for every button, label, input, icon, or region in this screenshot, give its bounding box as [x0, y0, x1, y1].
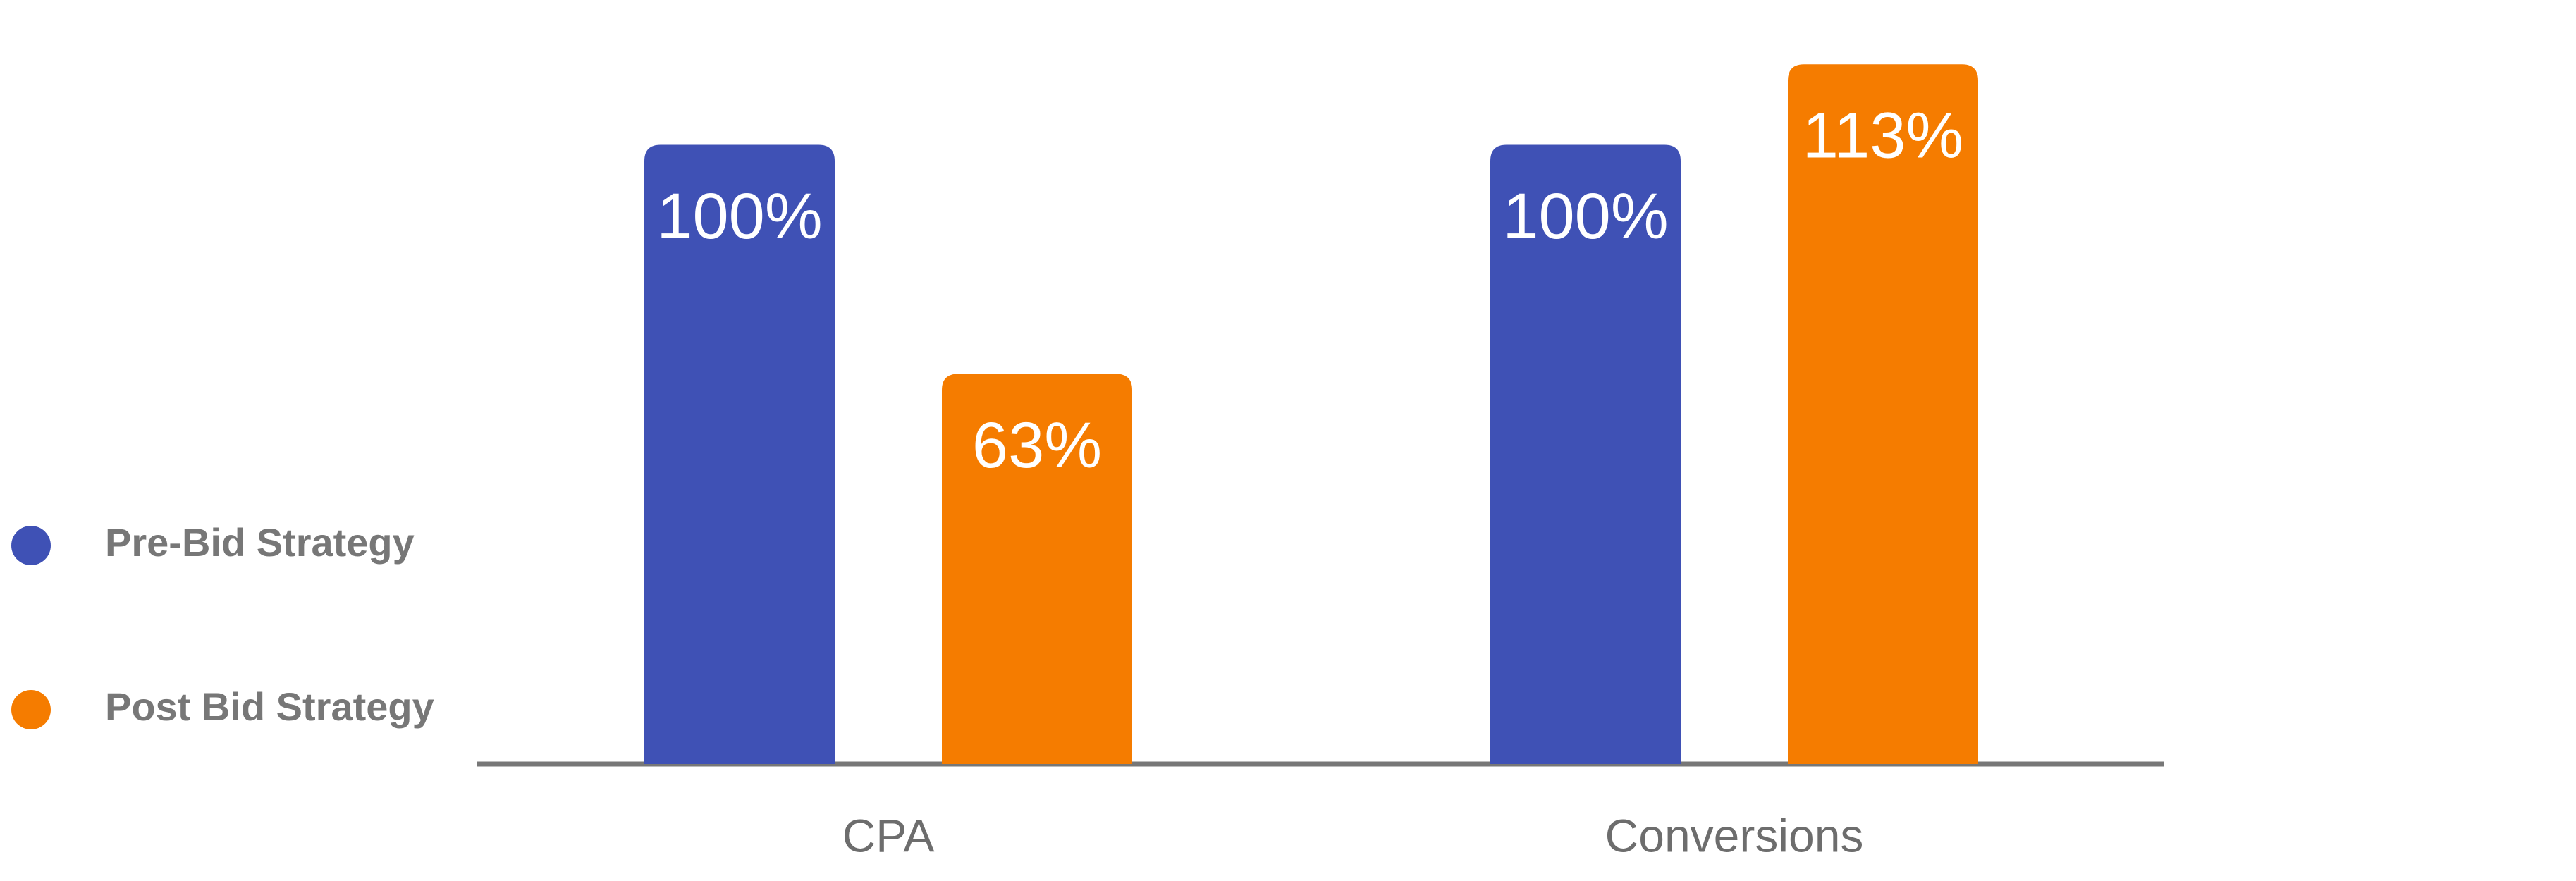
legend-label: Post Bid Strategy: [105, 684, 434, 729]
legend-label: Pre-Bid Strategy: [105, 520, 415, 565]
bar: [644, 144, 835, 764]
x-tick-label: Conversions: [1605, 809, 1864, 861]
legend-marker: [11, 526, 51, 565]
bar: [1490, 144, 1681, 764]
bar: [942, 374, 1132, 764]
value-label: 100%: [656, 180, 822, 252]
x-tick-label: CPA: [842, 809, 935, 861]
value-label: 113%: [1803, 100, 1963, 172]
legend-marker: [11, 690, 51, 729]
value-label: 100%: [1502, 180, 1668, 252]
value-label: 63%: [972, 409, 1102, 481]
bar: [1788, 64, 1978, 765]
